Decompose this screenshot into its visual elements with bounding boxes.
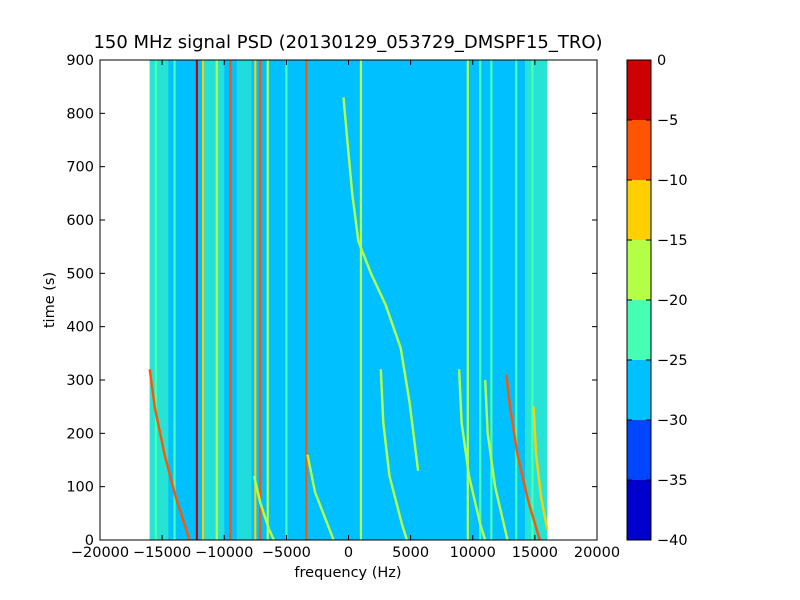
colorbar-tick-label: −20 xyxy=(657,293,688,309)
psd-band-mid-left xyxy=(204,60,225,540)
y-tick-label: 500 xyxy=(66,266,94,282)
x-tick-label: 0 xyxy=(344,545,353,561)
doppler-track-5 xyxy=(484,379,509,540)
doppler-track-7 xyxy=(306,454,335,540)
doppler-track-8 xyxy=(252,475,275,540)
x-tick-label: −10000 xyxy=(195,545,253,561)
x-tick-label: −5000 xyxy=(262,545,311,561)
colorbar-tick-label: 0 xyxy=(657,53,666,69)
y-tick-label: 400 xyxy=(66,320,94,336)
colorbar-tick-label: −10 xyxy=(657,173,688,189)
colorbar-segment xyxy=(627,300,651,360)
colorbar-segment xyxy=(627,120,651,180)
psd-edge-band-left xyxy=(149,60,169,540)
psd-heatmap xyxy=(148,60,549,540)
y-tick-label: 600 xyxy=(66,213,94,229)
colorbar: −40 −35 −30 −25 −20 −15 −10 −5 0 xyxy=(626,53,688,549)
x-tick-label: 15000 xyxy=(512,545,558,561)
colorbar-segment xyxy=(627,180,651,240)
x-tick-label: 10000 xyxy=(450,545,496,561)
colorbar-tick-label: −30 xyxy=(657,413,688,429)
y-tick-label: 800 xyxy=(66,106,94,122)
x-tick-label: 20000 xyxy=(574,545,620,561)
colorbar-tick-label: −40 xyxy=(657,533,688,549)
x-tick-label: 5000 xyxy=(392,545,429,561)
x-axis-label: frequency (Hz) xyxy=(294,565,401,581)
colorbar-segment xyxy=(627,360,651,420)
colorbar-tick-label: −15 xyxy=(657,233,688,249)
y-tick-label: 300 xyxy=(66,373,94,389)
doppler-track-0 xyxy=(342,97,420,471)
x-tick-label: −20000 xyxy=(71,545,129,561)
colorbar-segment xyxy=(627,420,651,480)
doppler-track-1 xyxy=(148,369,191,540)
x-axis-ticks: −20000 −15000 −10000 −5000 0 5000 10000 15000 20… xyxy=(71,60,620,561)
y-tick-label: 200 xyxy=(66,426,94,442)
doppler-track-3 xyxy=(379,369,409,540)
y-axis-ticks: 0 100 200 300 400 500 600 700 800 900 xyxy=(66,53,597,549)
y-tick-label: 0 xyxy=(85,533,94,549)
y-axis-label: time (s) xyxy=(42,272,58,328)
y-tick-label: 700 xyxy=(66,160,94,176)
colorbar-segment xyxy=(627,240,651,300)
x-tick-label: −15000 xyxy=(133,545,191,561)
psd-edge-band-right xyxy=(524,60,548,540)
colorbar-segment xyxy=(627,480,651,540)
colorbar-tick-label: −35 xyxy=(657,473,688,489)
psd-band-mid-left-2 xyxy=(236,60,252,540)
doppler-track-2 xyxy=(505,374,541,540)
colorbar-tick-label: −5 xyxy=(657,113,678,129)
chart-title: 150 MHz signal PSD (20130129_053729_DMSP… xyxy=(93,32,602,53)
y-tick-label: 900 xyxy=(66,53,94,69)
doppler-track-6 xyxy=(532,406,549,530)
colorbar-segment xyxy=(627,60,651,120)
colorbar-tick-label: −25 xyxy=(657,353,688,369)
y-tick-label: 100 xyxy=(66,480,94,496)
doppler-track-4 xyxy=(457,369,487,540)
